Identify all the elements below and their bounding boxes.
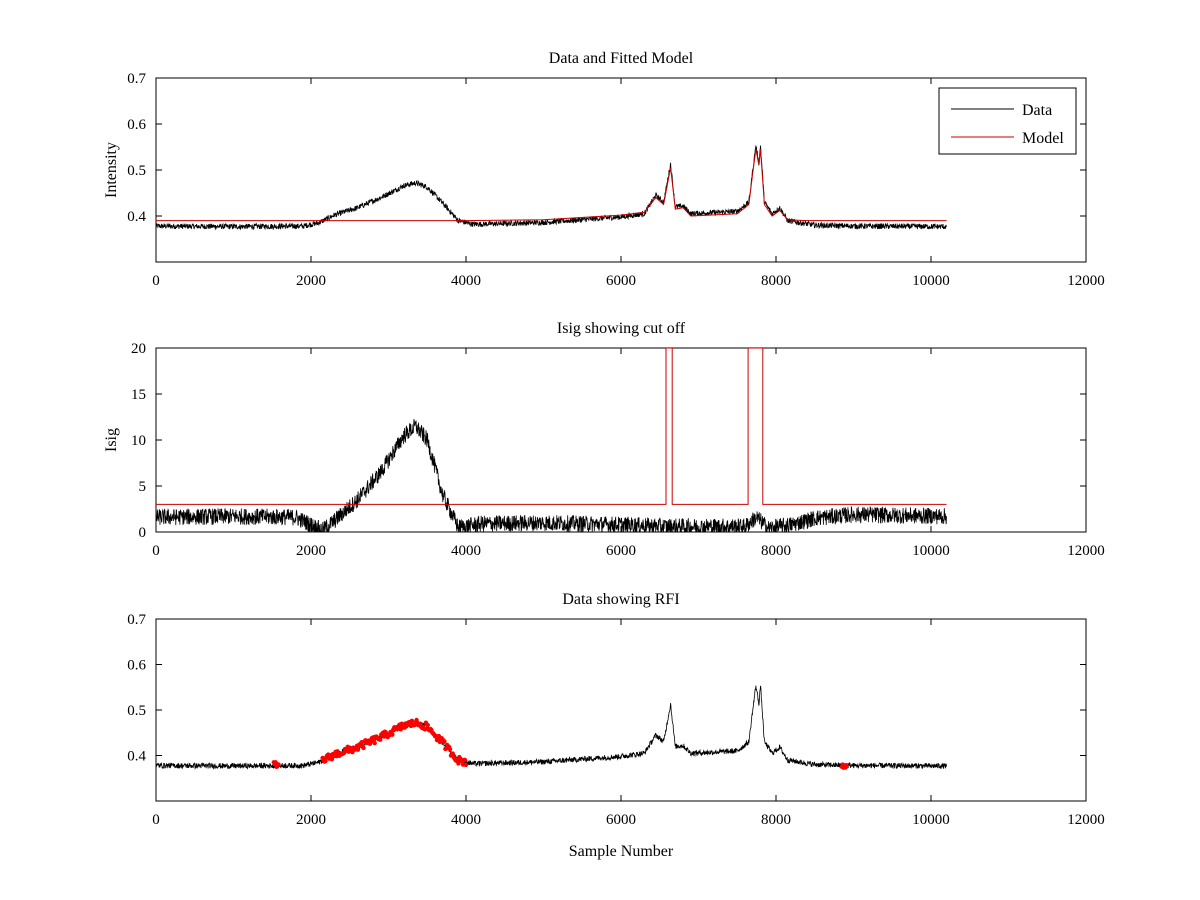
y-tick-label: 0.6 bbox=[127, 658, 146, 674]
y-tick-label: 5 bbox=[139, 479, 147, 495]
chart-panel-2: 0 2000 4000 6000 8000 10000 12000 0 5 10 15 20 Isig … bbox=[103, 320, 1105, 559]
rfi-point bbox=[378, 737, 383, 742]
y-tick-label: 0.5 bbox=[127, 163, 146, 179]
x-tick-label: 6000 bbox=[606, 812, 636, 828]
x-tick-label: 12000 bbox=[1067, 543, 1105, 559]
rfi-point bbox=[409, 718, 415, 724]
rfi-point bbox=[425, 722, 430, 728]
y-axis-label: Isig bbox=[103, 428, 120, 452]
series-line-series-1 bbox=[156, 685, 947, 770]
y-tick-label: 0.4 bbox=[127, 209, 146, 225]
y-tick-label: 0.4 bbox=[127, 749, 146, 765]
y-tick-label: 15 bbox=[131, 387, 146, 403]
y-tick-label: 0.7 bbox=[127, 71, 146, 87]
chart-title: Isig showing cut off bbox=[557, 320, 686, 337]
rfi-point bbox=[844, 763, 849, 768]
y-tick-label: 0.6 bbox=[127, 117, 146, 133]
legend-box bbox=[938, 87, 1077, 155]
x-tick-label: 2000 bbox=[296, 273, 326, 289]
plot-area bbox=[155, 77, 1087, 263]
x-tick-label: 10000 bbox=[912, 812, 950, 828]
y-tick-label: 0.5 bbox=[127, 703, 146, 719]
x-tick-label: 8000 bbox=[761, 812, 791, 828]
rfi-point bbox=[422, 727, 428, 732]
series-line-data bbox=[156, 145, 947, 231]
legend-label: Model bbox=[1022, 130, 1064, 147]
legend: Data Model bbox=[938, 87, 1077, 155]
rfi-markers bbox=[271, 717, 849, 770]
y-tick-label: 10 bbox=[131, 433, 146, 449]
x-tick-label: 2000 bbox=[296, 812, 326, 828]
y-tick-label: 0 bbox=[139, 525, 147, 541]
chart-panel-3: 0 2000 4000 6000 8000 10000 12000 0.4 0.5 0.6 0.7 D… bbox=[127, 591, 1105, 860]
rfi-point bbox=[462, 757, 468, 763]
rfi-point bbox=[372, 740, 377, 746]
x-tick-label: 6000 bbox=[606, 273, 636, 289]
x-tick-label: 10000 bbox=[912, 273, 950, 289]
x-tick-label: 4000 bbox=[451, 543, 481, 559]
x-tick-label: 4000 bbox=[451, 273, 481, 289]
y-axis-label: Intensity bbox=[103, 142, 120, 198]
x-tick-label: 0 bbox=[152, 812, 160, 828]
rfi-point bbox=[450, 751, 456, 756]
rfi-point bbox=[447, 747, 453, 752]
x-tick-label: 6000 bbox=[606, 543, 636, 559]
series-group bbox=[156, 348, 947, 532]
x-tick-label: 8000 bbox=[761, 273, 791, 289]
rfi-point bbox=[442, 739, 447, 744]
chart-title: Data showing RFI bbox=[562, 591, 679, 608]
rfi-point bbox=[361, 745, 366, 751]
chart-title: Data and Fitted Model bbox=[549, 50, 694, 67]
series-line-series-2 bbox=[156, 348, 947, 505]
plot-area bbox=[155, 618, 1087, 802]
x-tick-label: 12000 bbox=[1067, 812, 1105, 828]
x-tick-label: 4000 bbox=[451, 812, 481, 828]
rfi-point bbox=[323, 758, 328, 764]
rfi-point bbox=[276, 762, 281, 767]
x-axis-label: Sample Number bbox=[569, 843, 674, 860]
rfi-point bbox=[355, 747, 361, 752]
x-tick-label: 0 bbox=[152, 543, 160, 559]
x-tick-label: 8000 bbox=[761, 543, 791, 559]
legend-label: Data bbox=[1022, 102, 1052, 119]
series-line-series-1 bbox=[156, 419, 947, 532]
rfi-point bbox=[456, 761, 461, 766]
rfi-point bbox=[390, 732, 395, 737]
series-group bbox=[156, 685, 947, 770]
x-tick-label: 12000 bbox=[1067, 273, 1105, 289]
y-tick-label: 0.7 bbox=[127, 612, 146, 628]
x-tick-label: 2000 bbox=[296, 543, 326, 559]
series-line-model bbox=[156, 149, 947, 222]
series-group bbox=[156, 145, 947, 231]
x-tick-label: 0 bbox=[152, 273, 160, 289]
rfi-point bbox=[463, 762, 469, 768]
chart-panel-1: 0 2000 4000 6000 8000 10000 12000 0.4 0.5 0.6 0.7 D… bbox=[103, 50, 1105, 289]
y-tick-label: 20 bbox=[131, 341, 146, 357]
plot-area bbox=[155, 347, 1087, 533]
x-tick-label: 10000 bbox=[912, 543, 950, 559]
